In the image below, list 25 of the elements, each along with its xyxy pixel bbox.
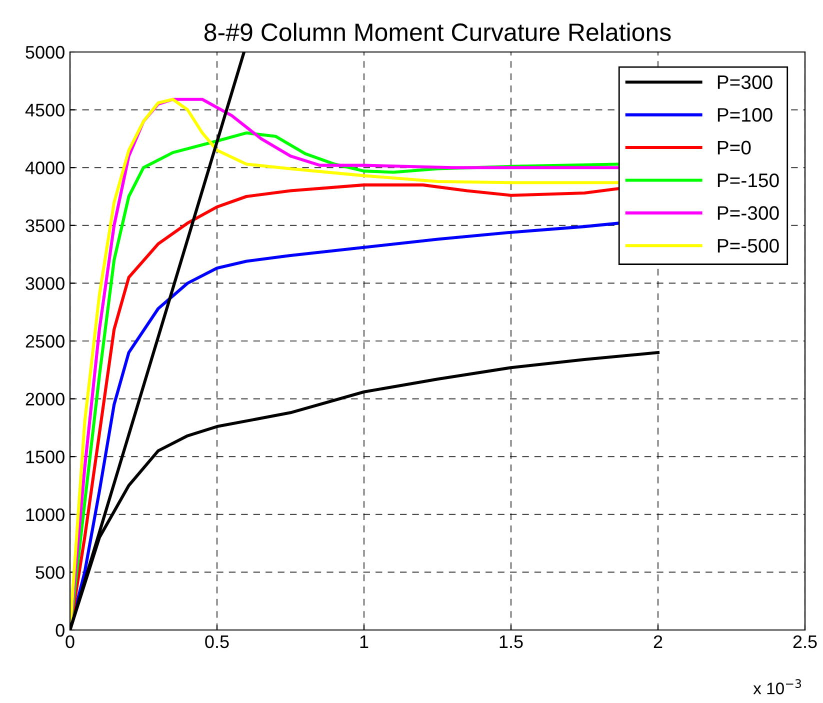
legend-label: P=0 — [718, 140, 751, 155]
y-tick-label: 500 — [36, 566, 64, 579]
legend-label: P=-150 — [718, 173, 779, 188]
x-tick-label: 2.5 — [793, 635, 817, 648]
y-tick-label: 3000 — [26, 277, 64, 290]
text: x 10$^{−3}$ — [753, 679, 802, 694]
legend-label: P=300 — [718, 75, 772, 90]
y-tick-label: 4000 — [25, 162, 64, 174]
y-tick-label: 5000 — [26, 46, 64, 59]
y-tick-label: 1000 — [26, 508, 64, 522]
y-tick-label: 4500 — [25, 104, 64, 117]
x-tick-label: 0.5 — [205, 635, 229, 648]
y-tick-label: 0 — [56, 624, 64, 637]
x-tick-label: 1.5 — [500, 636, 523, 648]
y-tick-label: 2000 — [26, 392, 64, 406]
x-tick-label: 1 — [360, 636, 368, 648]
y-tick-label: 2500 — [26, 334, 64, 348]
legend-label: P=-500 — [718, 238, 779, 253]
y-tick-label: 3500 — [26, 219, 64, 232]
x-tick-label: 2 — [654, 635, 662, 648]
legend-label: P=-300 — [718, 206, 779, 220]
x-tick-label: 0 — [66, 635, 74, 648]
chart-title: 8-#9 Column Moment Curvature Relations — [204, 22, 671, 42]
y-tick-label: 1500 — [26, 450, 64, 464]
legend-label: P=100 — [718, 108, 772, 122]
